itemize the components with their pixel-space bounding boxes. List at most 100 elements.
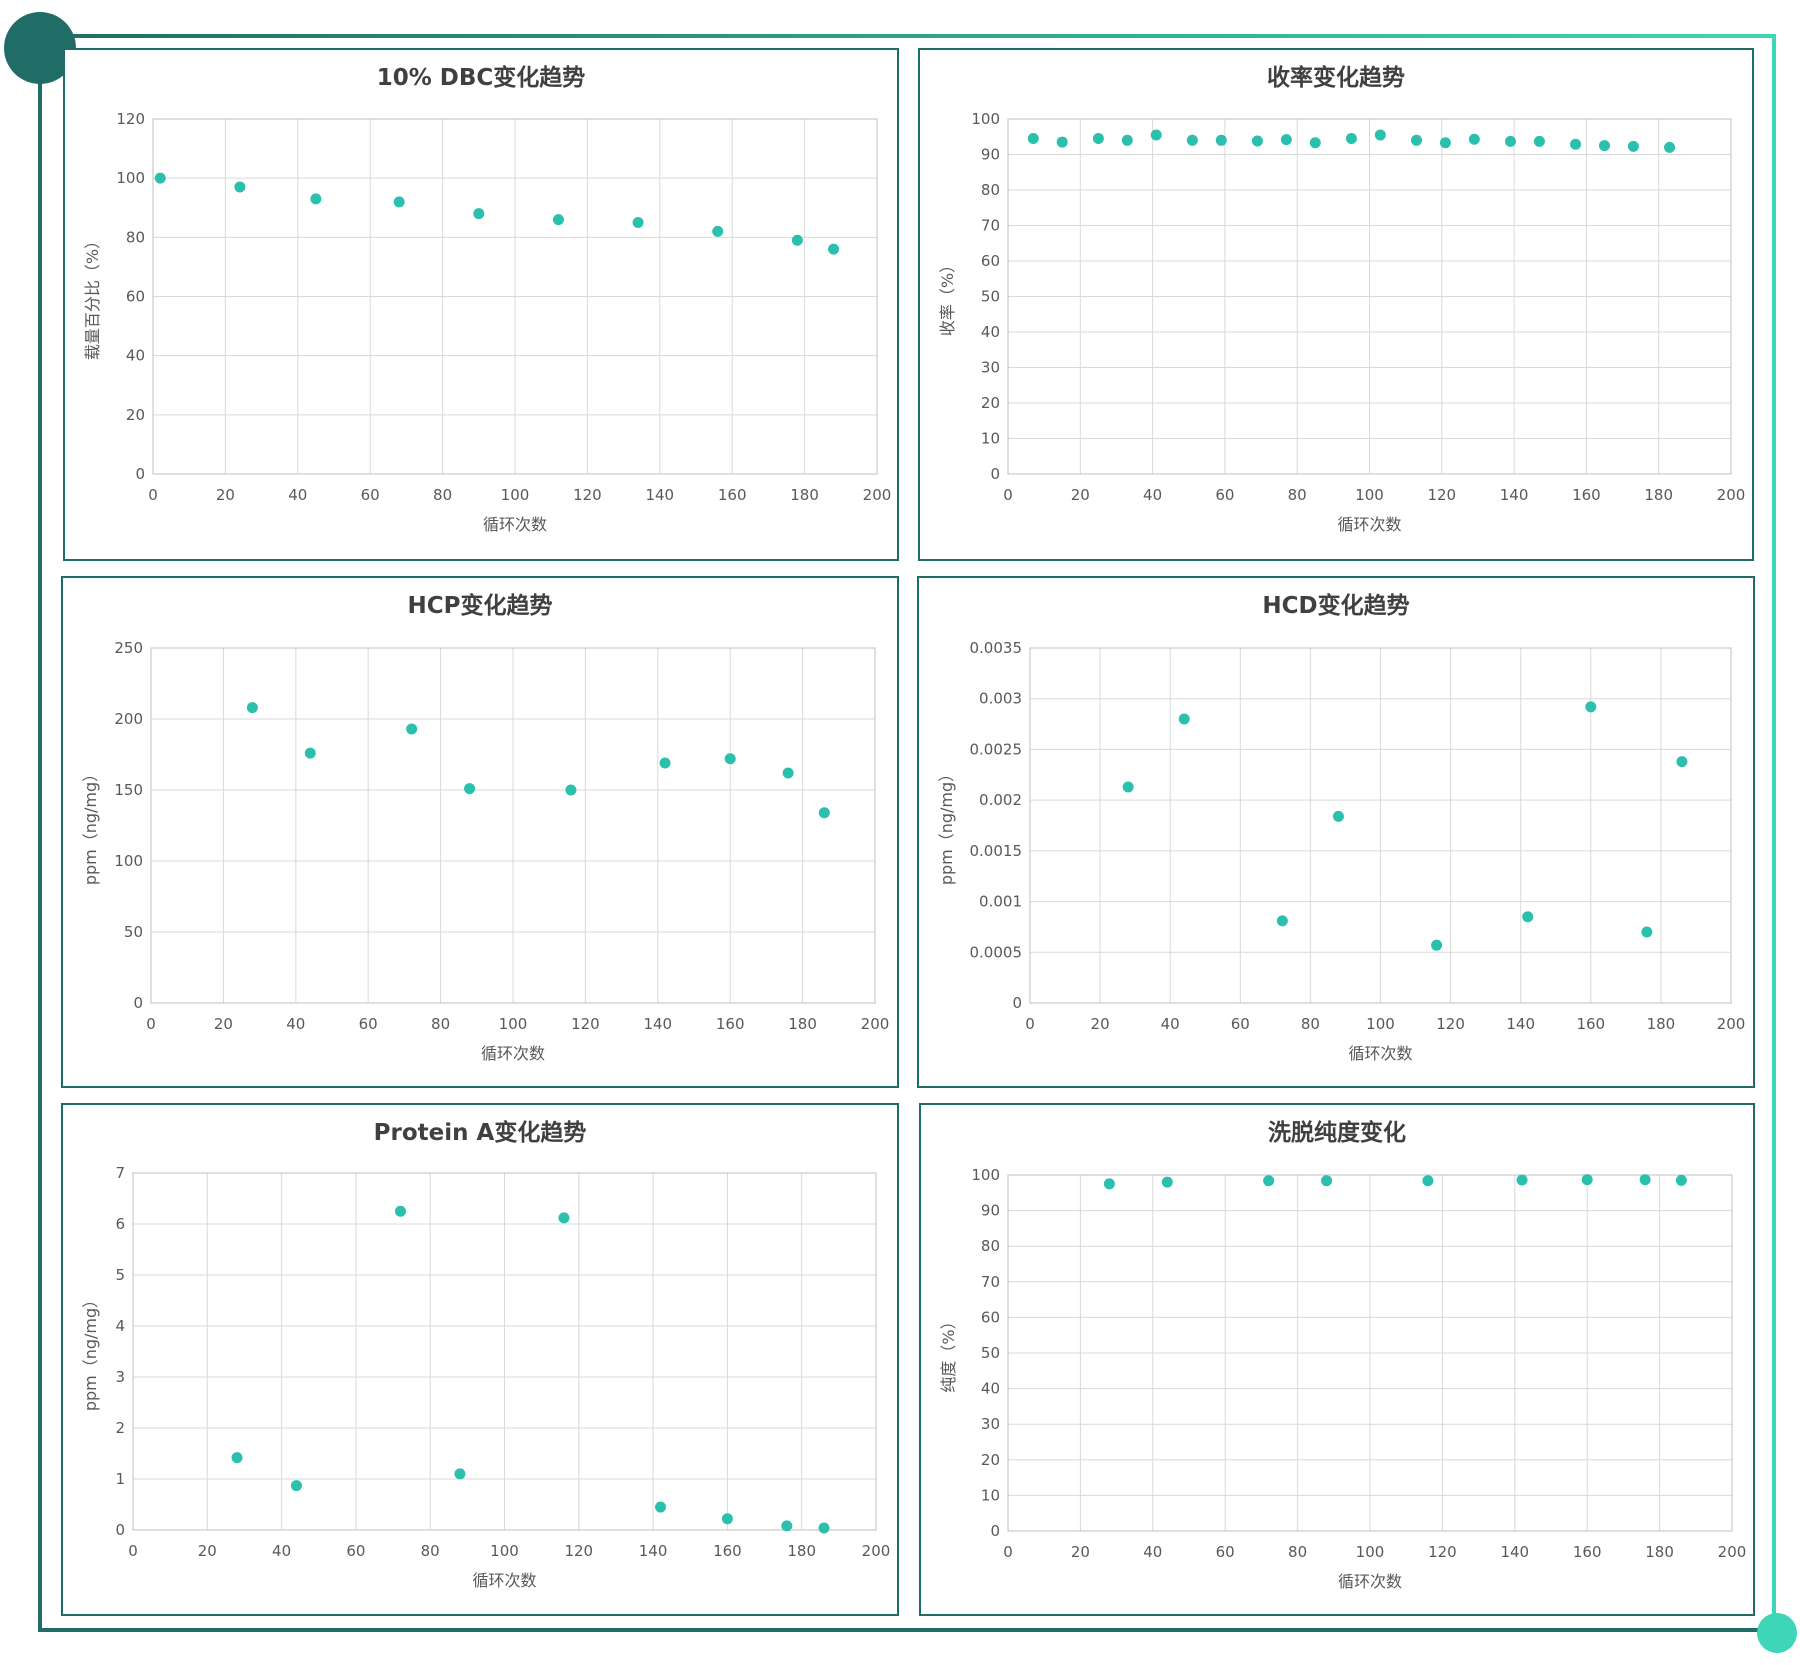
plot-area bbox=[132, 1172, 877, 1531]
data-point bbox=[1570, 138, 1582, 150]
y-tick-label: 0 bbox=[133, 994, 143, 1012]
chart-frame bbox=[61, 576, 899, 1088]
frame-left-bottom-line bbox=[38, 46, 1774, 1632]
y-tick-label: 80 bbox=[981, 181, 1000, 199]
x-tick-label: 60 bbox=[1215, 486, 1234, 504]
chart-title: Protein A变化趋势 bbox=[374, 1119, 587, 1146]
x-tick-label: 40 bbox=[1143, 1543, 1162, 1561]
x-tick-label: 200 bbox=[862, 1542, 891, 1560]
data-point bbox=[1468, 133, 1480, 145]
data-point bbox=[1092, 133, 1104, 145]
x-tick-label: 0 bbox=[146, 1015, 156, 1033]
x-tick-label: 140 bbox=[1500, 486, 1529, 504]
x-tick-label: 200 bbox=[1718, 1543, 1747, 1561]
y-tick-label: 150 bbox=[114, 781, 143, 799]
data-point bbox=[1161, 1176, 1173, 1188]
data-point bbox=[1664, 141, 1676, 153]
y-axis-title: ppm（ng/mg） bbox=[937, 766, 956, 885]
x-tick-label: 120 bbox=[1427, 486, 1456, 504]
x-tick-label: 100 bbox=[501, 486, 530, 504]
x-tick-label: 180 bbox=[1644, 486, 1673, 504]
data-point bbox=[1504, 135, 1516, 147]
chart-title: HCD变化趋势 bbox=[1262, 592, 1409, 619]
x-tick-label: 80 bbox=[431, 1015, 450, 1033]
y-tick-label: 0 bbox=[990, 1522, 1000, 1540]
chart-panel-5: 0 1 2 3 4 5 6 7 0 20 40 60 80 100 120 140 160 180 200 Prote… bbox=[61, 1103, 899, 1616]
frame-top-right-line bbox=[40, 34, 1776, 1630]
y-tick-label: 4 bbox=[115, 1317, 125, 1335]
y-tick-label: 20 bbox=[981, 1451, 1000, 1469]
x-tick-label: 0 bbox=[148, 486, 158, 504]
x-tick-label: 200 bbox=[1717, 1015, 1746, 1033]
y-tick-label: 90 bbox=[981, 146, 1000, 164]
plot-area bbox=[1029, 647, 1732, 1004]
chart-frame bbox=[919, 1103, 1755, 1616]
data-point bbox=[290, 1480, 302, 1492]
x-tick-label: 60 bbox=[359, 1015, 378, 1033]
y-tick-label: 7 bbox=[115, 1164, 125, 1182]
y-tick-label: 1 bbox=[115, 1470, 125, 1488]
y-tick-label: 60 bbox=[981, 252, 1000, 270]
x-tick-label: 100 bbox=[1366, 1015, 1395, 1033]
data-point bbox=[558, 1212, 570, 1224]
y-tick-label: 20 bbox=[126, 406, 145, 424]
plot-area bbox=[1007, 1174, 1733, 1532]
y-tick-label: 70 bbox=[981, 217, 1000, 235]
x-tick-label: 20 bbox=[198, 1542, 217, 1560]
data-point bbox=[1639, 1174, 1651, 1186]
x-tick-label: 160 bbox=[1573, 1543, 1602, 1561]
x-tick-label: 160 bbox=[713, 1542, 742, 1560]
y-tick-label: 120 bbox=[116, 110, 145, 128]
data-point bbox=[1103, 1178, 1115, 1190]
x-tick-label: 80 bbox=[1288, 1543, 1307, 1561]
y-tick-label: 0.002 bbox=[979, 791, 1022, 809]
x-tick-label: 180 bbox=[790, 486, 819, 504]
y-tick-label: 5 bbox=[115, 1266, 125, 1284]
data-points bbox=[1027, 129, 1676, 153]
x-tick-label: 160 bbox=[718, 486, 747, 504]
data-point bbox=[1533, 135, 1545, 147]
data-point bbox=[1251, 135, 1263, 147]
data-point bbox=[1345, 133, 1357, 145]
data-point bbox=[1627, 140, 1639, 152]
y-tick-label: 50 bbox=[981, 288, 1000, 306]
x-tick-label: 40 bbox=[272, 1542, 291, 1560]
data-point bbox=[1122, 781, 1134, 793]
y-tick-label: 0.001 bbox=[979, 893, 1022, 911]
data-point bbox=[818, 807, 830, 819]
x-axis-title: 循环次数 bbox=[1337, 515, 1401, 534]
data-point bbox=[393, 196, 405, 208]
x-tick-label: 120 bbox=[573, 486, 602, 504]
data-point bbox=[1321, 1175, 1333, 1187]
data-point bbox=[154, 172, 166, 184]
data-point bbox=[828, 243, 840, 255]
y-tick-label: 80 bbox=[981, 1237, 1000, 1255]
chart-title: 收率变化趋势 bbox=[1267, 64, 1405, 91]
data-point bbox=[1332, 810, 1344, 822]
decorative-frame bbox=[4, 12, 1797, 1653]
data-points bbox=[231, 1205, 830, 1534]
y-tick-label: 30 bbox=[981, 1415, 1000, 1433]
y-tick-label: 0 bbox=[1012, 994, 1022, 1012]
chart-title: 10% DBC变化趋势 bbox=[377, 64, 586, 91]
x-tick-label: 20 bbox=[1071, 1543, 1090, 1561]
y-tick-label: 200 bbox=[114, 710, 143, 728]
x-tick-label: 120 bbox=[564, 1542, 593, 1560]
x-tick-label: 60 bbox=[346, 1542, 365, 1560]
data-point bbox=[1641, 926, 1653, 938]
data-point bbox=[1675, 1174, 1687, 1186]
y-axis-title: ppm（ng/mg） bbox=[81, 1292, 100, 1411]
y-tick-label: 40 bbox=[126, 347, 145, 365]
x-tick-label: 100 bbox=[490, 1542, 519, 1560]
x-tick-label: 40 bbox=[1161, 1015, 1180, 1033]
x-tick-label: 120 bbox=[1436, 1015, 1465, 1033]
chart-frame bbox=[63, 48, 899, 561]
x-tick-label: 100 bbox=[1356, 1543, 1385, 1561]
data-points bbox=[246, 702, 830, 819]
data-point bbox=[1439, 137, 1451, 149]
data-point bbox=[1186, 134, 1198, 146]
x-tick-label: 180 bbox=[1645, 1543, 1674, 1561]
x-tick-label: 160 bbox=[716, 1015, 745, 1033]
data-point bbox=[1056, 136, 1068, 148]
